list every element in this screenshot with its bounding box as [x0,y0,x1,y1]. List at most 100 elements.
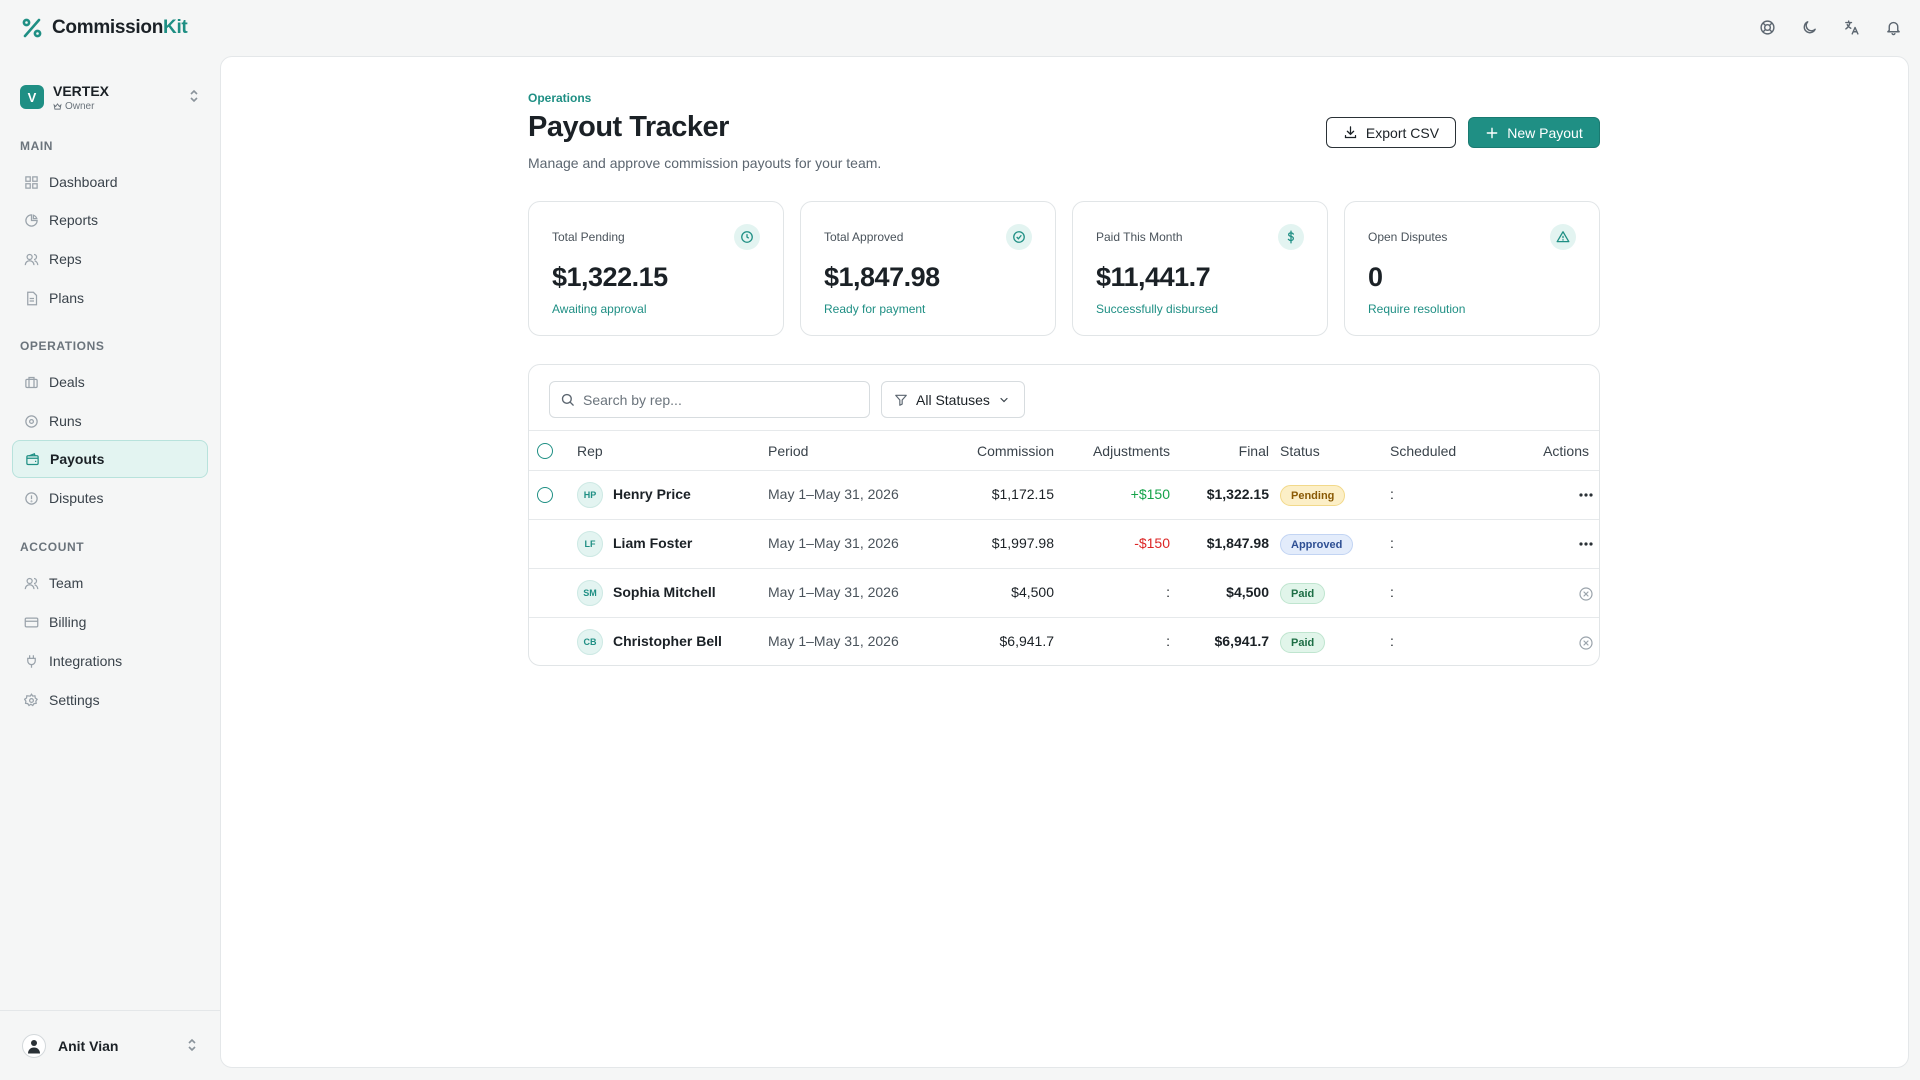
sidebar-item-label: Integrations [49,653,123,669]
x-circle-icon[interactable] [1578,635,1594,651]
briefcase-icon [23,374,39,390]
translate-icon[interactable] [1840,16,1862,38]
export-csv-label: Export CSV [1365,124,1440,141]
adjustment-cell: -$150 [1134,535,1170,551]
help-icon[interactable] [1756,16,1778,38]
section-label-main: MAIN [20,139,54,153]
new-payout-label: New Payout [1507,124,1583,141]
period-cell: May 1–May 31, 2026 [768,486,899,502]
rep-avatar: CB [577,629,603,655]
sidebar-item-settings[interactable]: Settings [12,681,208,719]
scheduled-cell: : [1390,486,1394,502]
breadcrumb[interactable]: Operations [528,91,592,105]
export-csv-button[interactable]: Export CSV [1326,117,1456,148]
stat-label: Open Disputes [1368,230,1448,244]
stat-note: Successfully disbursed [1096,302,1219,316]
bell-icon[interactable] [1882,16,1904,38]
scheduled-cell: : [1390,633,1394,649]
org-switcher[interactable]: V VERTEX Owner [12,72,208,122]
sidebar-item-label: Reports [49,212,99,228]
rep-avatar: LF [577,531,603,557]
row-checkbox[interactable] [537,487,553,503]
column-header-adjustments[interactable]: Adjustments [1092,443,1170,459]
table-header: Rep Period Commission Adjustments Final … [529,430,1599,471]
stat-card-total-approved: Total Approved $1,847.98 Ready for payme… [800,201,1056,336]
status-filter-dropdown[interactable]: All Statuses [881,381,1025,418]
sidebar-item-team[interactable]: Team [12,564,208,602]
scheduled-cell: : [1390,584,1394,600]
select-all-checkbox[interactable] [537,443,553,459]
rep-name[interactable]: Christopher Bell [613,633,722,649]
check-circle-icon [1006,224,1032,250]
column-header-period[interactable]: Period [768,443,809,459]
period-cell: May 1–May 31, 2026 [768,633,899,649]
sidebar-item-label: Reps [49,251,82,267]
rep-name[interactable]: Henry Price [613,486,691,502]
sidebar-item-billing[interactable]: Billing [12,603,208,641]
sidebar-item-payouts[interactable]: Payouts [12,440,208,478]
stat-value: $1,322.15 [552,262,668,292]
app-logo[interactable]: CommissionKit [20,16,188,40]
table-row[interactable]: SM Sophia Mitchell May 1–May 31, 2026 $4,50… [529,569,1599,618]
sidebar-item-disputes[interactable]: Disputes [12,479,208,517]
table-row[interactable]: LF Liam Foster May 1–May 31, 2026 $1,997.98… [529,520,1599,569]
sidebar-item-label: Billing [49,614,87,630]
sidebar-item-runs[interactable]: Runs [12,402,208,440]
sidebar-item-integrations[interactable]: Integrations [12,642,208,680]
sidebar-item-reports[interactable]: Reports [12,201,208,239]
main-content: Operations Payout Tracker Manage and app… [220,56,1909,1068]
column-header-status[interactable]: Status [1280,443,1320,459]
rep-avatar: SM [577,580,603,606]
stat-label: Paid This Month [1096,230,1183,244]
page-title: Payout Tracker [528,111,729,143]
rep-name[interactable]: Liam Foster [613,535,693,551]
org-name: VERTEX [53,82,110,99]
search-box[interactable] [549,381,870,418]
more-icon[interactable] [1574,486,1598,504]
sidebar-item-label: Payouts [50,451,105,467]
sidebar-item-label: Disputes [49,490,104,506]
sidebar: V VERTEX Owner MAIN Dashboard Reports Re… [0,56,220,1080]
credit-card-icon [23,614,39,630]
sidebar-item-label: Dashboard [49,174,118,190]
user-menu[interactable]: Anit Vian [0,1010,220,1080]
column-header-final[interactable]: Final [1238,443,1269,459]
warning-icon [1550,224,1576,250]
moon-icon[interactable] [1798,16,1820,38]
sidebar-item-reps[interactable]: Reps [12,240,208,278]
file-icon [23,290,39,306]
table-row[interactable]: CB Christopher Bell May 1–May 31, 2026 $6,9… [529,618,1599,665]
commission-cell: $4,500 [1011,584,1054,600]
column-header-commission[interactable]: Commission [976,443,1054,459]
adjustment-cell: +$150 [1130,486,1170,502]
new-payout-button[interactable]: New Payout [1468,117,1600,148]
chevron-down-icon [998,394,1010,406]
sidebar-item-label: Deals [49,374,85,390]
status-badge: Paid [1280,632,1326,653]
search-input[interactable] [583,391,853,408]
rep-avatar: HP [577,482,603,508]
avatar [22,1033,46,1058]
dollar-icon [1278,224,1304,250]
stat-value: $1,847.98 [824,262,940,292]
x-circle-icon[interactable] [1578,586,1594,602]
status-filter-label: All Statuses [916,391,990,408]
rep-name[interactable]: Sophia Mitchell [613,584,716,600]
sidebar-item-dashboard[interactable]: Dashboard [12,163,208,201]
search-icon [560,392,575,407]
sidebar-item-deals[interactable]: Deals [12,363,208,401]
chevrons-updown-icon [188,89,200,103]
commission-cell: $6,941.7 [999,633,1055,649]
sidebar-item-label: Runs [49,413,82,429]
table-row[interactable]: HP Henry Price May 1–May 31, 2026 $1,172.15… [529,471,1599,520]
commission-cell: $1,172.15 [991,486,1054,502]
sidebar-item-label: Plans [49,290,85,306]
page-subtitle: Manage and approve commission payouts fo… [528,155,882,171]
column-header-scheduled[interactable]: Scheduled [1390,443,1457,459]
download-icon [1343,125,1358,140]
stat-note: Ready for payment [824,302,926,316]
more-icon[interactable] [1574,535,1598,553]
column-header-rep[interactable]: Rep [577,443,603,459]
sidebar-item-plans[interactable]: Plans [12,279,208,317]
sidebar-item-label: Team [49,575,84,591]
